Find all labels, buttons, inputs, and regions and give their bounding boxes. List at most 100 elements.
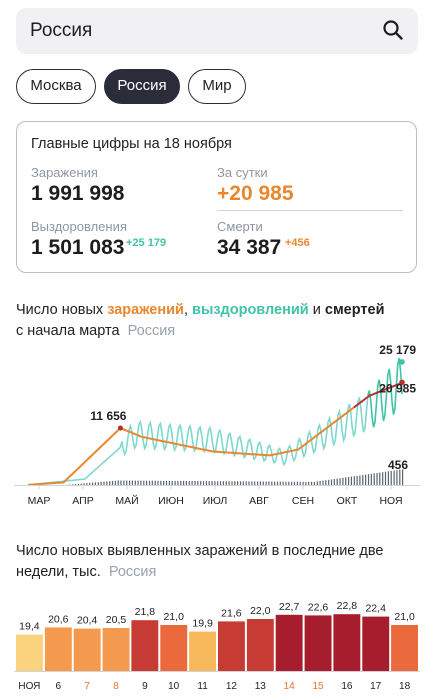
death-bar — [251, 481, 253, 485]
weekly-x-label: НОЯ — [18, 681, 40, 692]
death-bar — [140, 480, 142, 485]
death-bar — [163, 480, 165, 485]
tab-world[interactable]: Мир — [188, 69, 246, 104]
weekly-bar — [362, 616, 390, 671]
death-bar — [356, 475, 358, 485]
deaths-label: Смерти — [217, 219, 263, 234]
death-bar — [350, 476, 352, 485]
x-tick-label: ОКТ — [337, 495, 358, 507]
weekly-x-label: 6 — [56, 681, 62, 692]
weekly-bar-label: 22,6 — [308, 601, 329, 613]
death-bar — [100, 481, 102, 485]
death-bar — [160, 480, 162, 485]
weekly-x-label: 15 — [312, 681, 324, 692]
x-tick-label: МАР — [28, 495, 51, 507]
death-bar — [299, 481, 301, 485]
weekly-bar — [131, 620, 159, 671]
death-bar — [177, 480, 179, 485]
search-icon[interactable] — [382, 19, 404, 41]
summary-card: Главные цифры на 18 ноября Заражения 1 9… — [16, 121, 417, 273]
weekly-bar — [275, 614, 303, 671]
death-bar — [248, 481, 250, 485]
weekly-bar — [160, 625, 188, 671]
weekly-bar-label: 20,4 — [77, 615, 98, 627]
death-bar — [106, 481, 108, 485]
death-bar — [308, 481, 310, 485]
death-bar — [129, 480, 131, 485]
daily-title-prefix: Число новых — [16, 302, 108, 318]
death-bar — [322, 480, 324, 485]
death-bar — [86, 483, 88, 485]
death-bar — [279, 481, 281, 485]
divider — [217, 210, 403, 211]
death-bar — [143, 480, 145, 485]
death-bar — [342, 477, 344, 485]
death-bar — [348, 477, 350, 485]
weekly-x-label: 9 — [142, 681, 148, 692]
death-bar — [370, 473, 372, 485]
weekly-title-text: Число новых выявленных заражений в после… — [16, 543, 384, 580]
death-bar — [231, 481, 233, 485]
death-bar — [276, 481, 279, 485]
latest-recoveries-label: 25 179 — [379, 345, 416, 357]
tab-russia[interactable]: Россия — [104, 69, 180, 104]
weekly-bar-label: 20,6 — [48, 613, 69, 625]
death-bar — [114, 480, 116, 485]
death-bar — [376, 473, 378, 485]
death-bar — [134, 480, 136, 485]
death-bar — [234, 481, 236, 485]
death-bar — [222, 481, 224, 485]
weekly-bar — [189, 631, 216, 671]
x-tick-label: АПР — [72, 495, 93, 507]
death-bar — [180, 480, 182, 485]
recoveries-line — [27, 395, 369, 486]
death-bar — [373, 473, 375, 485]
death-bar — [365, 474, 367, 485]
death-bar — [165, 480, 168, 485]
daily-title-recoveries: выздоровлений — [192, 302, 309, 318]
day-value: +20 985 — [217, 182, 294, 205]
death-bar — [191, 481, 193, 485]
weekly-x-label: 17 — [370, 681, 382, 692]
death-bar — [302, 481, 304, 485]
weekly-bar-label: 22,7 — [279, 601, 300, 613]
weekly-bar — [391, 625, 418, 671]
death-bar — [174, 480, 176, 485]
weekly-bar-label: 19,9 — [192, 618, 213, 630]
death-bar — [211, 481, 213, 485]
death-bar — [353, 476, 355, 485]
latest-infections-dot — [399, 379, 405, 386]
peak-dot — [117, 425, 123, 431]
weekly-bar-label: 22,4 — [365, 603, 386, 615]
daily-title-and: и — [308, 302, 325, 318]
search-input[interactable]: Россия — [30, 20, 93, 41]
weekly-bar-label: 22,8 — [337, 600, 358, 612]
infections-line — [27, 406, 355, 486]
death-bar — [237, 481, 239, 485]
weekly-x-label: 16 — [341, 681, 353, 692]
death-bar — [154, 480, 156, 485]
day-label: За сутки — [217, 165, 268, 180]
weekly-bar-label: 21,8 — [135, 606, 156, 618]
death-bar — [367, 474, 370, 485]
death-bar — [117, 480, 119, 485]
death-bar — [265, 481, 267, 485]
death-bar — [137, 480, 139, 485]
death-bar — [168, 480, 170, 485]
death-bar — [109, 481, 111, 485]
death-bar — [396, 470, 398, 485]
death-bar — [92, 482, 94, 485]
tab-moscow[interactable]: Москва — [16, 69, 96, 104]
weekly-x-label: 7 — [84, 681, 90, 692]
search-bar[interactable]: Россия — [16, 8, 418, 54]
weekly-bar-label: 21,6 — [221, 607, 242, 619]
daily-title-infections: заражений — [107, 302, 184, 318]
weekly-bar — [218, 621, 245, 671]
death-bar — [242, 481, 244, 485]
x-tick-label: СЕН — [292, 495, 314, 507]
death-bar — [325, 480, 327, 485]
death-bar — [316, 481, 318, 485]
death-bar — [333, 479, 335, 485]
x-tick-label: ИЮЛ — [203, 495, 228, 507]
x-tick-label: АВГ — [249, 495, 269, 507]
